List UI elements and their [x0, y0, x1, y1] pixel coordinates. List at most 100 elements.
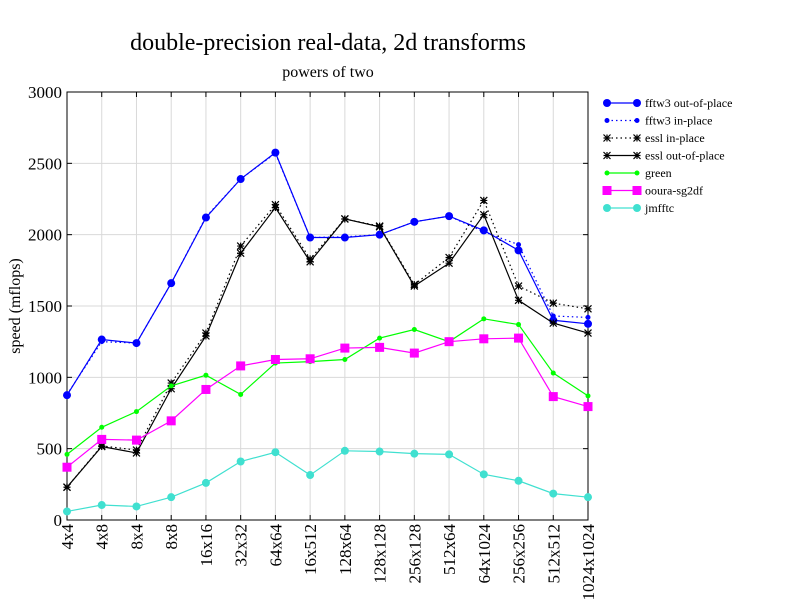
x-tick-label: 256x256 [510, 524, 529, 584]
data-point [306, 257, 315, 266]
legend-marker [603, 204, 611, 212]
data-point [585, 314, 591, 320]
data-point [342, 234, 348, 240]
data-point [131, 435, 141, 445]
x-tick-label: 1024x1024 [579, 524, 598, 601]
legend-marker [604, 118, 610, 123]
series-line [66, 151, 589, 396]
data-point [236, 361, 246, 371]
data-point [201, 478, 210, 487]
series-line [66, 318, 589, 455]
x-tick-label: 256x128 [405, 524, 424, 584]
x-tick-label: 128x128 [371, 524, 390, 584]
x-tick-label: 4x8 [93, 524, 112, 550]
legend-label: fftw3 in-place [645, 114, 712, 128]
data-point [516, 242, 522, 248]
legend-marker [602, 186, 612, 195]
legend: fftw3 out-of-place fftw3 in-place essl in-… [602, 96, 732, 215]
data-point [99, 424, 105, 430]
series-4 [64, 316, 591, 457]
series-3 [63, 203, 592, 492]
data-point [97, 442, 106, 451]
data-point [133, 409, 139, 415]
data-point [377, 335, 383, 341]
data-point [514, 333, 524, 343]
data-point [271, 448, 280, 457]
data-point [481, 316, 487, 322]
series-line [66, 152, 589, 395]
data-point [409, 348, 419, 358]
series-line [66, 199, 589, 488]
data-point [63, 507, 71, 516]
data-point [236, 242, 245, 251]
legend-marker [634, 170, 640, 176]
legend-marker [632, 186, 642, 195]
data-point [305, 354, 315, 364]
data-point [516, 322, 522, 328]
x-tick-label: 32x32 [232, 524, 251, 567]
y-axis-label: speed (mflops) [7, 258, 24, 354]
data-point [479, 210, 488, 219]
data-point [445, 450, 454, 459]
data-point [479, 470, 488, 479]
data-point [584, 329, 592, 338]
series-line [66, 337, 589, 468]
data-point [549, 489, 558, 498]
data-point [238, 391, 244, 397]
data-point [548, 392, 558, 402]
data-point [479, 196, 488, 205]
y-tick-label: 2500 [28, 154, 62, 173]
legend-label: essl out-of-place [645, 149, 725, 163]
data-point [63, 483, 71, 492]
series-1 [64, 150, 591, 397]
data-point [133, 340, 139, 346]
legend-marker [634, 118, 640, 123]
chart-title: double-precision real-data, 2d transform… [130, 30, 526, 56]
data-point [445, 253, 453, 262]
data-point [167, 493, 176, 502]
data-point [411, 327, 417, 333]
data-point [236, 249, 245, 258]
data-point [585, 393, 591, 399]
series-line [66, 450, 589, 513]
legend-entry: fftw3 out-of-place [603, 96, 732, 110]
x-tick-label: 512x512 [544, 524, 563, 584]
legend-marker [633, 134, 641, 142]
y-tick-label: 0 [54, 511, 63, 530]
data-point [340, 215, 349, 223]
data-point [167, 379, 176, 387]
data-point [550, 370, 556, 376]
data-point [583, 402, 593, 412]
x-tick-label: 128x64 [336, 524, 355, 576]
legend-marker [604, 170, 610, 176]
legend-label: ooura-sg2df [645, 184, 703, 198]
x-tick-label: 64x64 [266, 524, 285, 567]
legend-label: green [645, 166, 672, 180]
legend-marker [633, 151, 641, 160]
legend-marker [603, 151, 611, 160]
data-point [64, 451, 70, 457]
x-tick-label: 8x8 [162, 524, 181, 550]
data-point [514, 476, 523, 485]
data-point [375, 222, 384, 231]
grid [66, 91, 589, 521]
legend-marker [603, 134, 611, 142]
y-tick-label: 1000 [28, 368, 62, 387]
data-point [584, 304, 592, 313]
x-tick-label: 64x1024 [475, 524, 494, 584]
legend-marker [603, 99, 611, 107]
x-tick-label: 4x4 [58, 524, 77, 550]
data-point [201, 384, 211, 394]
data-point [167, 384, 176, 393]
chart-subtitle: powers of two [282, 64, 374, 81]
data-point [271, 203, 280, 212]
data-point [307, 235, 313, 241]
y-tick-label: 1500 [28, 297, 62, 316]
data-point [549, 319, 558, 328]
data-point [479, 334, 489, 344]
legend-entry: essl out-of-place [603, 149, 725, 163]
data-point [62, 462, 72, 472]
data-point [203, 214, 209, 220]
data-point [375, 447, 384, 456]
